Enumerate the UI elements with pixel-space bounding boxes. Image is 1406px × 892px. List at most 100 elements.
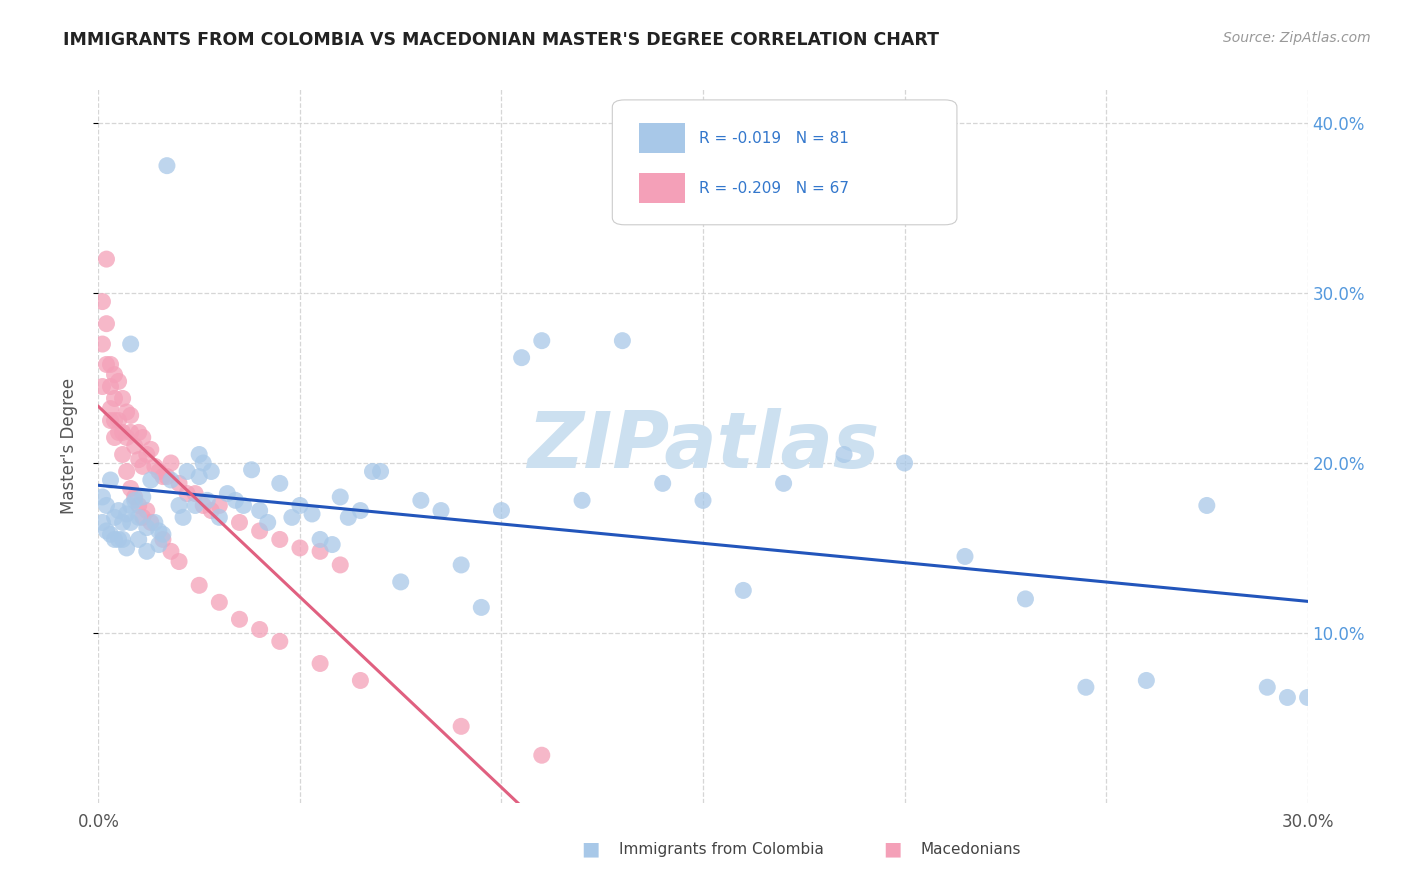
Point xyxy=(139,442,162,457)
Point xyxy=(692,493,714,508)
Point xyxy=(200,503,222,517)
Point xyxy=(450,719,472,733)
Point xyxy=(232,499,254,513)
Point xyxy=(160,544,183,558)
Point xyxy=(152,469,174,483)
Point xyxy=(111,392,134,406)
Text: Immigrants from Colombia: Immigrants from Colombia xyxy=(619,842,824,856)
Text: ■: ■ xyxy=(883,839,903,859)
Point xyxy=(309,533,332,547)
Point xyxy=(135,520,157,534)
Point xyxy=(530,334,553,348)
Point xyxy=(288,541,311,555)
Point xyxy=(124,493,146,508)
Point xyxy=(128,425,150,440)
Point xyxy=(651,476,673,491)
Point xyxy=(167,499,190,513)
Point xyxy=(103,533,125,547)
Point xyxy=(115,430,138,444)
Point xyxy=(167,555,190,569)
Point xyxy=(249,623,271,637)
Point xyxy=(132,510,155,524)
Point xyxy=(160,473,183,487)
Point xyxy=(111,533,134,547)
Point xyxy=(389,574,412,589)
FancyBboxPatch shape xyxy=(638,173,685,203)
Point xyxy=(115,507,138,521)
Point xyxy=(321,537,343,551)
Point xyxy=(349,673,371,688)
Point xyxy=(128,499,150,513)
Point xyxy=(132,490,155,504)
Text: Macedonians: Macedonians xyxy=(921,842,1021,856)
Point xyxy=(115,541,138,555)
Point xyxy=(491,503,513,517)
Point xyxy=(96,252,118,266)
Point xyxy=(281,510,304,524)
Point xyxy=(96,524,118,538)
Point xyxy=(188,448,211,462)
Point xyxy=(200,465,222,479)
Point xyxy=(111,425,134,440)
Point xyxy=(96,317,118,331)
Point xyxy=(832,448,855,462)
Point xyxy=(152,533,174,547)
FancyBboxPatch shape xyxy=(638,123,685,153)
Point xyxy=(103,430,125,444)
Point xyxy=(156,159,179,173)
Point xyxy=(91,337,114,351)
Point xyxy=(228,516,250,530)
Point xyxy=(430,503,453,517)
Point xyxy=(100,473,122,487)
Point xyxy=(224,493,246,508)
Point xyxy=(249,503,271,517)
Point xyxy=(309,657,332,671)
Point xyxy=(107,503,129,517)
Point xyxy=(208,595,231,609)
Point xyxy=(103,392,125,406)
Point xyxy=(176,465,198,479)
Text: R = -0.019   N = 81: R = -0.019 N = 81 xyxy=(699,131,849,146)
Point xyxy=(128,533,150,547)
Point xyxy=(120,482,142,496)
Point xyxy=(132,459,155,474)
Point xyxy=(228,612,250,626)
Point xyxy=(167,476,190,491)
Point xyxy=(301,507,323,521)
Point xyxy=(120,337,142,351)
Point xyxy=(148,465,170,479)
Point xyxy=(107,375,129,389)
Point xyxy=(249,524,271,538)
Point xyxy=(128,452,150,467)
FancyBboxPatch shape xyxy=(613,100,957,225)
Point xyxy=(111,516,134,530)
Point xyxy=(107,425,129,440)
Text: R = -0.209   N = 67: R = -0.209 N = 67 xyxy=(699,181,849,196)
Point xyxy=(1135,673,1157,688)
Point xyxy=(91,294,114,309)
Point xyxy=(148,537,170,551)
Y-axis label: Master's Degree: Master's Degree xyxy=(59,378,77,514)
Point xyxy=(1074,680,1097,694)
Point xyxy=(612,334,634,348)
Point xyxy=(91,490,114,504)
Point xyxy=(193,456,215,470)
Text: IMMIGRANTS FROM COLOMBIA VS MACEDONIAN MASTER'S DEGREE CORRELATION CHART: IMMIGRANTS FROM COLOMBIA VS MACEDONIAN M… xyxy=(63,31,939,49)
Point xyxy=(256,516,278,530)
Point xyxy=(361,465,384,479)
Point xyxy=(96,499,118,513)
Point xyxy=(124,439,146,453)
Point xyxy=(96,358,118,372)
Point xyxy=(208,510,231,524)
Point xyxy=(100,379,122,393)
Point xyxy=(240,463,263,477)
Point xyxy=(160,456,183,470)
Text: ZIPatlas: ZIPatlas xyxy=(527,408,879,484)
Point xyxy=(733,583,755,598)
Point xyxy=(124,490,146,504)
Point xyxy=(571,493,593,508)
Point xyxy=(184,486,207,500)
Point xyxy=(269,634,291,648)
Point xyxy=(193,499,215,513)
Point xyxy=(1014,591,1036,606)
